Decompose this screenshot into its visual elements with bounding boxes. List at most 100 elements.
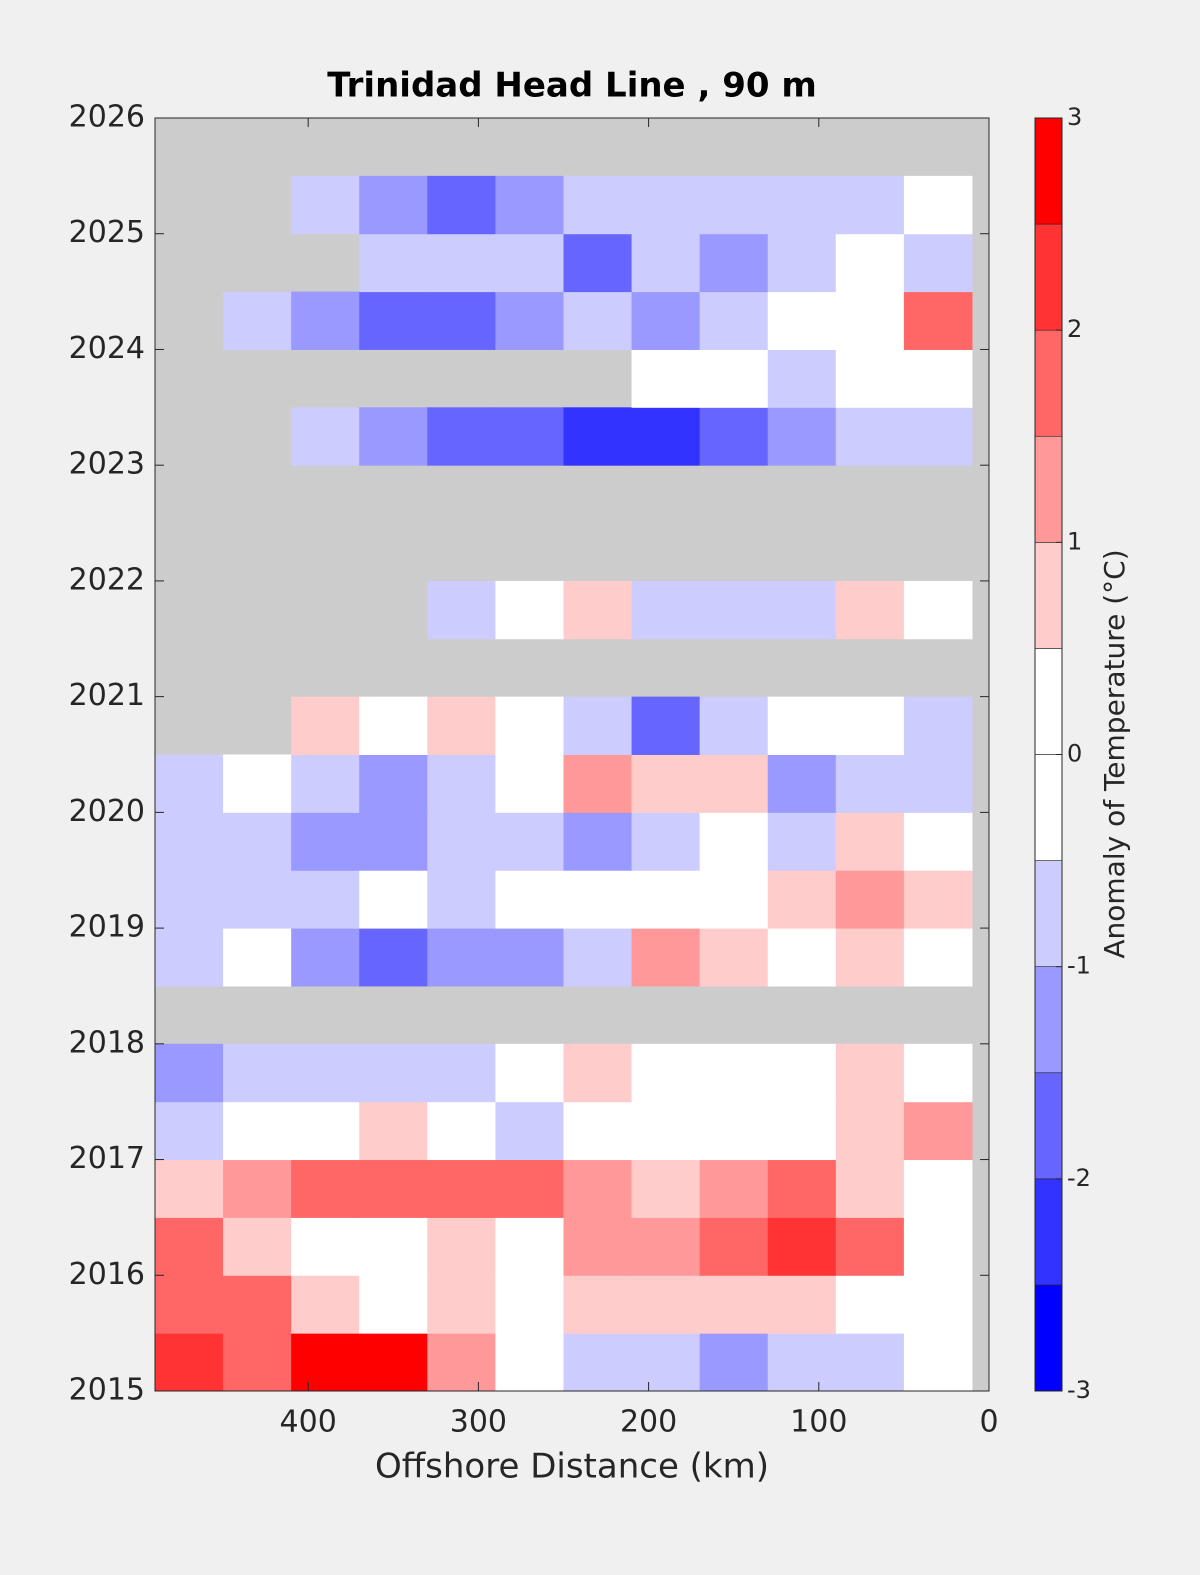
cell: [427, 175, 496, 235]
cell: [835, 754, 905, 813]
cell: [563, 291, 633, 350]
cell: [495, 1217, 564, 1276]
cell: [291, 407, 360, 466]
cell: [427, 1333, 496, 1391]
cell: [631, 928, 701, 987]
cell: [291, 291, 360, 350]
y-tick-label: 2018: [69, 1025, 145, 1060]
cell: [563, 1159, 633, 1218]
cell: [835, 233, 905, 293]
cell: [495, 812, 564, 871]
cell: [155, 1043, 224, 1103]
colorbar-tick-label: -2: [1067, 1164, 1091, 1192]
colorbar-segment: [1034, 435, 1063, 543]
cell: [767, 1043, 837, 1103]
cell: [223, 1159, 292, 1218]
cell: [427, 580, 496, 640]
cell: [155, 1101, 224, 1161]
cell: [631, 233, 701, 293]
colorbar-segment: [1034, 860, 1063, 967]
cell: [563, 812, 633, 871]
cell: [835, 1043, 905, 1103]
cell: [699, 1159, 769, 1218]
cell: [563, 870, 633, 929]
cell: [767, 928, 837, 987]
cell: [495, 1159, 564, 1218]
y-tick-label: 2019: [69, 910, 145, 945]
cell: [699, 928, 769, 987]
cell: [767, 754, 837, 813]
cell: [495, 696, 564, 755]
cell: [359, 1275, 428, 1334]
cell: [155, 1217, 224, 1276]
cell: [903, 233, 973, 293]
cell: [291, 1217, 360, 1276]
cell: [835, 1333, 905, 1391]
cell: [427, 291, 496, 350]
x-tick-label: 100: [790, 1405, 847, 1440]
cell: [223, 1275, 292, 1334]
cell: [155, 870, 224, 929]
cell: [223, 754, 292, 813]
cell: [631, 1043, 701, 1103]
cell: [631, 1159, 701, 1218]
cell: [767, 291, 837, 350]
x-tick-label: 300: [450, 1405, 507, 1440]
y-tick-label: 2024: [69, 331, 145, 366]
cell: [291, 928, 360, 987]
y-tick-label: 2017: [69, 1141, 145, 1176]
cell: [835, 870, 905, 929]
colorbar-segment: [1034, 1072, 1063, 1180]
cell: [427, 1101, 496, 1161]
cell: [631, 349, 701, 408]
cell: [291, 754, 360, 813]
cell: [835, 1101, 905, 1161]
colorbar-tick-label: 2: [1067, 315, 1082, 343]
cell: [495, 1333, 564, 1391]
cell: [223, 928, 292, 987]
cell: [563, 1275, 633, 1334]
cell: [563, 928, 633, 987]
cell: [835, 580, 905, 640]
cell: [767, 580, 837, 640]
cell: [427, 928, 496, 987]
cell: [835, 1217, 905, 1276]
cell: [903, 1333, 973, 1391]
cell: [223, 1217, 292, 1276]
cell: [427, 870, 496, 929]
cell: [427, 1217, 496, 1276]
colorbar-tick-label: 3: [1067, 103, 1082, 131]
cell: [631, 1275, 701, 1334]
cell: [903, 175, 973, 235]
cell: [903, 1101, 973, 1161]
chart-title: Trinidad Head Line , 90 m: [327, 66, 817, 106]
cell: [699, 175, 769, 235]
cell: [427, 1275, 496, 1334]
cell: [631, 754, 701, 813]
cell: [563, 754, 633, 813]
colorbar-tick-label: 0: [1067, 740, 1082, 768]
y-tick-label: 2021: [69, 678, 145, 713]
cell: [903, 870, 973, 929]
cell: [563, 175, 633, 235]
cell: [359, 233, 428, 293]
colorbar-tick-label: -1: [1067, 952, 1091, 980]
cell: [699, 1043, 769, 1103]
cell: [291, 812, 360, 871]
cell: [155, 754, 224, 813]
cell: [699, 580, 769, 640]
cell: [699, 1217, 769, 1276]
cell: [155, 812, 224, 871]
cell: [903, 349, 973, 408]
cell: [767, 1333, 837, 1391]
cell: [767, 1275, 837, 1334]
cell: [631, 696, 701, 755]
cell: [563, 580, 633, 640]
cell: [291, 1043, 360, 1103]
cell: [767, 1217, 837, 1276]
cell: [835, 291, 905, 350]
cell: [495, 233, 564, 293]
cell: [631, 1101, 701, 1161]
